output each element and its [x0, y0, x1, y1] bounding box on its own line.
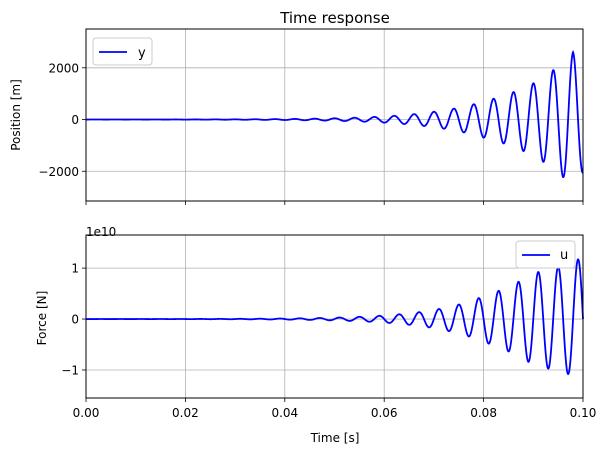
x-tick-label: 0.06 — [371, 406, 398, 420]
series-line-u — [86, 258, 584, 376]
chart-title: Time response — [279, 9, 390, 27]
legend-label-y: y — [138, 46, 146, 61]
position-y-ticks: −2000 0 2000 — [38, 61, 86, 179]
y-tick-label: 0 — [71, 313, 79, 327]
x-axis-label: Time [s] — [310, 431, 360, 445]
position-subplot: Time response −2000 0 2000 Position [m] y — [9, 9, 584, 205]
legend-position: y — [92, 37, 153, 66]
force-y-ticks: −1 0 1 — [61, 262, 86, 377]
y-tick-label: −1 — [61, 363, 79, 377]
position-x-ticks — [85, 201, 584, 205]
force-x-ticks: 0.00 0.02 0.04 0.06 0.08 0.10 — [73, 398, 597, 420]
position-y-axis-label: Position [m] — [9, 79, 23, 151]
series-line-y — [86, 49, 584, 179]
y-tick-label: 1 — [71, 262, 79, 276]
x-tick-label: 0.02 — [172, 406, 199, 420]
force-grid — [85, 235, 584, 398]
y-tick-label: 0 — [71, 113, 79, 127]
x-tick-label: 0.10 — [570, 406, 597, 420]
force-axes-frame — [85, 234, 584, 399]
position-axes-frame — [85, 28, 584, 202]
x-tick-label: 0.08 — [470, 406, 497, 420]
x-tick-label: 0.04 — [271, 406, 298, 420]
force-y-axis-label: Force [N] — [35, 291, 49, 346]
y-tick-label: 2000 — [48, 61, 79, 75]
force-subplot: 1e10 −1 0 1 0.00 0.02 0.04 0.06 0.08 0.10 Force… — [35, 225, 596, 445]
offset-text: 1e10 — [86, 225, 116, 239]
x-tick-label: 0.00 — [73, 406, 100, 420]
legend-force: u — [515, 240, 576, 269]
legend-label-u: u — [560, 248, 568, 263]
y-tick-label: −2000 — [38, 165, 79, 179]
